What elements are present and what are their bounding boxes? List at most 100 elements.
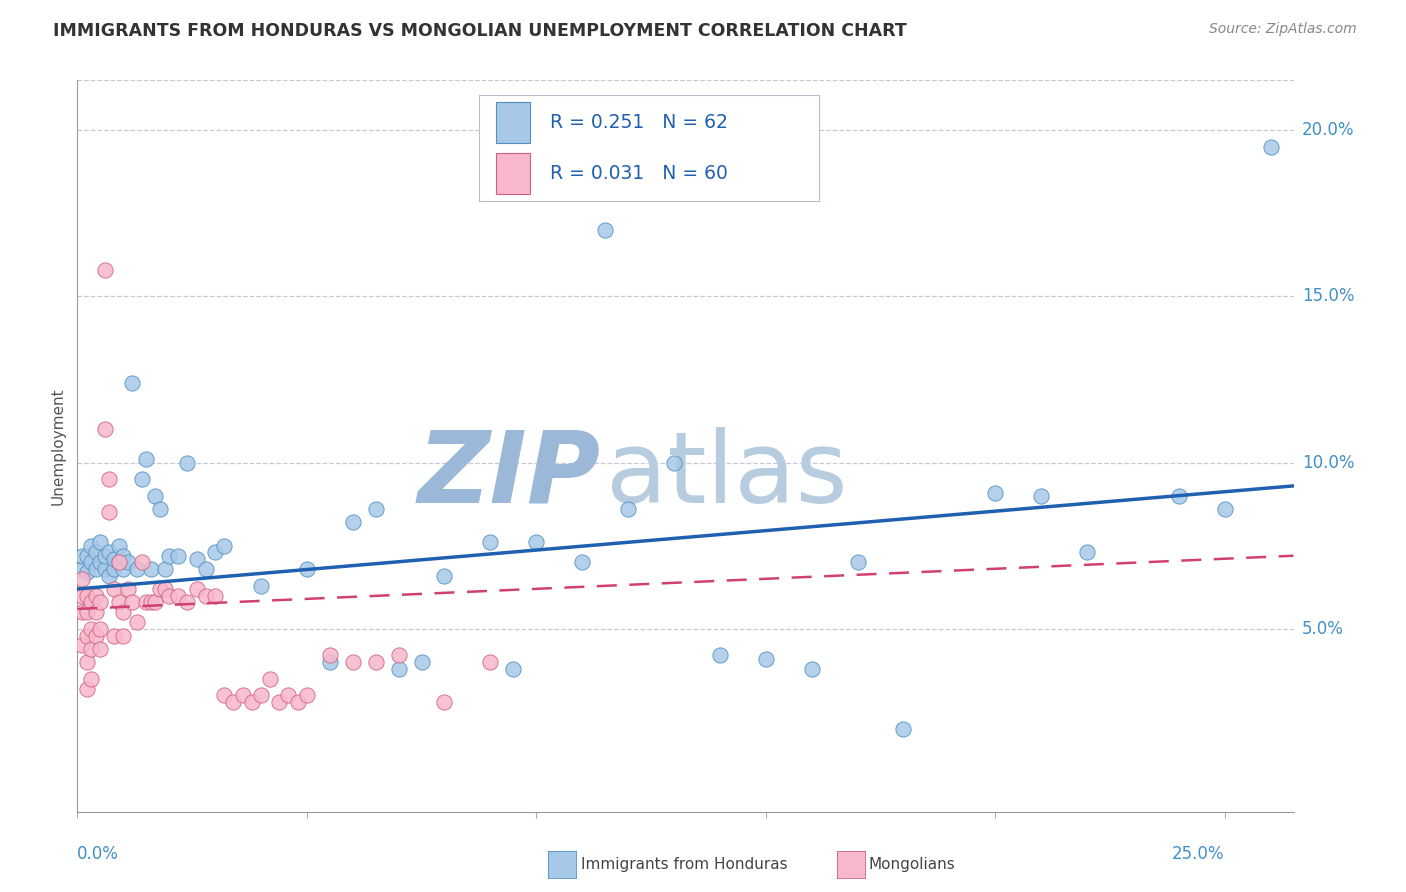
Point [80,539,103,553]
Point [80,555,103,569]
Point [89,555,111,569]
Point [149,502,172,516]
Point [70,605,93,619]
Point [131,472,153,486]
Point [1260,140,1282,154]
Point [364,655,387,669]
Point [1076,545,1098,559]
Point [80,622,103,636]
Point [319,648,342,663]
Point [89,595,111,609]
Point [232,689,254,703]
Point [342,516,364,530]
Point [194,589,217,603]
Point [70,549,93,563]
Point [259,672,281,686]
Point [364,502,387,516]
Point [157,549,180,563]
Text: atlas: atlas [606,426,848,524]
Point [240,695,263,709]
Point [153,562,176,576]
Point [479,535,502,549]
Point [94,262,117,277]
Point [571,555,593,569]
Point [98,472,121,486]
Point [204,589,226,603]
Point [411,655,433,669]
Point [117,555,139,569]
Point [125,615,148,630]
Point [112,562,135,576]
Point [70,589,93,603]
Point [167,589,190,603]
Point [103,628,125,642]
Point [846,555,869,569]
Point [70,572,93,586]
Point [186,552,208,566]
Point [112,628,135,642]
Point [139,562,162,576]
Point [212,689,235,703]
Point [76,681,98,696]
Point [277,689,299,703]
Point [94,422,117,436]
Point [143,489,166,503]
Point [157,589,180,603]
Point [186,582,208,596]
Point [387,662,409,676]
Text: Source: ZipAtlas.com: Source: ZipAtlas.com [1209,22,1357,37]
Point [76,628,98,642]
Point [222,695,245,709]
Bar [496,153,530,194]
Point [94,549,117,563]
Point [80,672,103,686]
Point [76,655,98,669]
Point [76,589,98,603]
Point [479,655,502,669]
Point [1029,489,1052,503]
Point [70,562,93,576]
Point [107,539,129,553]
Text: 0.0%: 0.0% [77,845,120,863]
Point [80,595,103,609]
Text: R = 0.031   N = 60: R = 0.031 N = 60 [550,164,728,183]
Point [103,562,125,576]
Point [135,452,157,467]
Point [433,695,456,709]
Point [121,595,143,609]
Point [89,535,111,549]
Point [80,641,103,656]
Point [89,641,111,656]
Point [84,562,107,576]
Point [84,589,107,603]
Point [709,648,731,663]
Point [84,545,107,559]
Point [319,655,342,669]
Point [167,549,190,563]
Point [98,568,121,582]
Text: Mongolians: Mongolians [869,857,956,871]
Point [204,545,226,559]
Point [84,628,107,642]
Point [1167,489,1189,503]
Text: 20.0%: 20.0% [1302,121,1354,139]
Y-axis label: Unemployment: Unemployment [51,387,66,505]
Point [176,595,198,609]
Point [117,582,139,596]
Text: IMMIGRANTS FROM HONDURAS VS MONGOLIAN UNEMPLOYMENT CORRELATION CHART: IMMIGRANTS FROM HONDURAS VS MONGOLIAN UN… [53,22,907,40]
Point [893,722,915,736]
Bar [496,103,530,143]
Point [984,485,1007,500]
Point [212,539,235,553]
Point [98,545,121,559]
Point [295,689,318,703]
Point [524,535,547,549]
Point [112,549,135,563]
Point [103,552,125,566]
Text: 15.0%: 15.0% [1302,287,1354,305]
Text: ZIP: ZIP [418,426,600,524]
Point [342,655,364,669]
Point [131,555,153,569]
Point [112,605,135,619]
Point [617,502,640,516]
